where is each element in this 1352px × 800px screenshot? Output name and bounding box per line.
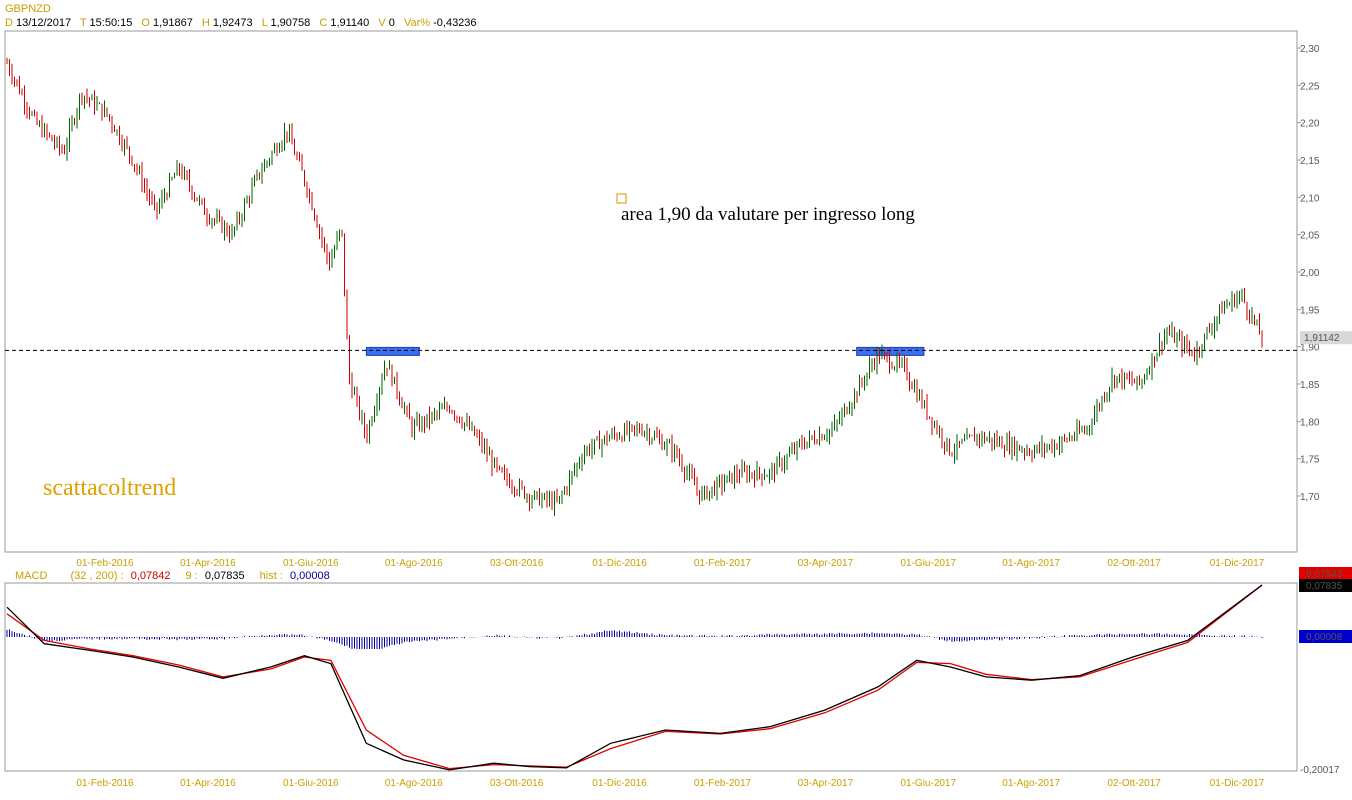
x-axis-label: 01-Giu-2017: [900, 778, 956, 789]
price-y-label: 2,10: [1300, 193, 1320, 204]
hist-tag-bg: [1299, 630, 1352, 643]
high-key: H: [202, 17, 210, 29]
date-value: 13/12/2017: [16, 17, 71, 29]
price-y-label: 1,70: [1300, 492, 1320, 503]
time-key: T: [80, 17, 87, 29]
x-axis-label: 01-Apr-2016: [180, 778, 236, 789]
hist-value: 0,00008: [290, 570, 330, 582]
x-axis-label: 01-Feb-2017: [694, 778, 752, 789]
hist-key: hist :: [260, 570, 283, 582]
x-axis-label: 01-Ago-2016: [385, 778, 443, 789]
var-value: -0,43236: [433, 17, 476, 29]
x-axis-label: 01-Ago-2017: [1002, 558, 1060, 569]
x-axis-label: 01-Ago-2016: [385, 558, 443, 569]
price-y-label: 1,95: [1300, 305, 1320, 316]
var-key: Var%: [404, 17, 430, 29]
macd-y-bottom-label: -0,20017: [1300, 765, 1340, 776]
signal-tag-bg: [1299, 579, 1352, 592]
price-x-axis: 01-Feb-2016 01-Apr-2016 01-Giu-2016 01-Ago-…: [76, 558, 1264, 569]
price-y-label: 1,90: [1300, 343, 1320, 354]
ohlc-header: D 13/12/2017 T 15:50:15 O 1,91867 H 1,92…: [5, 17, 477, 29]
price-y-label: 2,05: [1300, 231, 1320, 242]
volume-key: V: [378, 17, 386, 29]
price-y-label: 2,25: [1300, 81, 1320, 92]
x-axis-label: 03-Ott-2016: [490, 558, 544, 569]
x-axis-label: 02-Ott-2017: [1107, 558, 1161, 569]
low-value: 1,90758: [271, 17, 311, 29]
macd-value: 0,07842: [131, 570, 171, 582]
macd-tag-bg: [1299, 567, 1352, 579]
macd-tag: 0,07843: [1306, 569, 1343, 580]
time-value: 15:50:15: [90, 17, 133, 29]
price-y-label: 2,00: [1300, 268, 1320, 279]
signal-value: 0,07835: [205, 570, 245, 582]
signal-key: 9 :: [186, 570, 198, 582]
last-price-tag: 1,91142: [1300, 331, 1352, 345]
x-axis-label: 01-Dic-2017: [1210, 778, 1265, 789]
price-y-axis: 2,30 2,25 2,20 2,15 2,10 2,05 2,00 1,95 1,90 1,85…: [1297, 44, 1320, 503]
last-price-label: 1,91142: [1304, 333, 1340, 344]
open-value: 1,91867: [153, 17, 193, 29]
macd-histogram: [6, 629, 1263, 649]
support-zones: [365, 346, 925, 356]
x-axis-label: 01-Apr-2016: [180, 558, 236, 569]
price-y-label: 2,20: [1300, 119, 1320, 130]
low-key: L: [262, 17, 268, 29]
x-axis-label: 01-Feb-2016: [76, 778, 134, 789]
x-axis-label: 01-Dic-2016: [592, 778, 647, 789]
x-axis-label: 01-Dic-2017: [1210, 558, 1265, 569]
hist-tag: 0,00008: [1306, 632, 1343, 643]
macd-params: (32 , 200) :: [70, 570, 123, 582]
x-axis-label: 03-Ott-2016: [490, 778, 544, 789]
price-y-label: 2,15: [1300, 156, 1320, 167]
price-y-label: 1,75: [1300, 455, 1320, 466]
macd-header: MACD (32 , 200) : 0,07842 9 : 0,07835 hi…: [15, 570, 330, 582]
date-key: D: [5, 17, 13, 29]
x-axis-label: 01-Giu-2017: [900, 558, 956, 569]
x-axis-label: 01-Giu-2016: [283, 778, 339, 789]
x-axis-label: 01-Ago-2017: [1002, 778, 1060, 789]
macd-value-tags: 0,07843 0,07835 0,00008 -0,20017: [1299, 567, 1352, 776]
x-axis-label: 01-Feb-2016: [76, 558, 134, 569]
x-axis-label: 01-Dic-2016: [592, 558, 647, 569]
annotation-text: area 1,90 da valutare per ingresso long: [621, 204, 915, 225]
x-axis-label: 01-Giu-2016: [283, 558, 339, 569]
macd-x-axis: 01-Feb-2016 01-Apr-2016 01-Giu-2016 01-Ago-…: [76, 778, 1264, 789]
price-y-label: 1,85: [1300, 380, 1320, 391]
x-axis-label: 03-Apr-2017: [798, 558, 854, 569]
price-y-label: 1,80: [1300, 417, 1320, 428]
high-value: 1,92473: [213, 17, 253, 29]
price-y-label: 2,30: [1300, 44, 1320, 55]
signal-tag: 0,07835: [1306, 581, 1343, 592]
macd-title: MACD: [15, 570, 47, 582]
symbol-title: GBPNZD: [5, 3, 51, 15]
open-key: O: [141, 17, 150, 29]
support-zone-box: [856, 346, 925, 356]
x-axis-label: 01-Feb-2017: [694, 558, 752, 569]
price-bars: [6, 57, 1263, 517]
macd-panel-frame: [4, 582, 1298, 772]
x-axis-label: 02-Ott-2017: [1107, 778, 1161, 789]
close-key: C: [319, 17, 327, 29]
annotation-marker-icon: [616, 193, 627, 204]
macd-line: [6, 584, 1263, 771]
close-value: 1,91140: [330, 17, 369, 29]
volume-value: 0: [389, 17, 395, 29]
support-zone-box: [365, 346, 420, 356]
price-panel-frame: [4, 30, 1298, 553]
x-axis-label: 03-Apr-2017: [798, 778, 854, 789]
brand-watermark: scattacoltrend: [43, 475, 176, 501]
